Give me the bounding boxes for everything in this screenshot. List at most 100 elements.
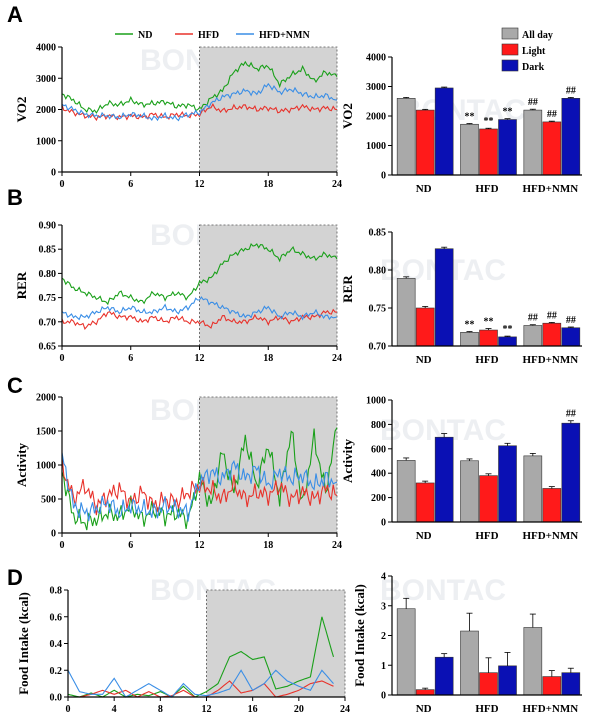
y-tick-label: 800: [371, 420, 386, 431]
series-line-hfd-nmn: [67, 669, 334, 698]
x-tick-label: 24: [340, 704, 350, 714]
bar-all-day: [460, 123, 479, 176]
bar-light: [479, 475, 498, 523]
y-tick-label: 1000: [366, 396, 386, 407]
bar-all-day: [396, 608, 416, 696]
bar-dark: [434, 87, 454, 176]
significance-mark: **: [465, 112, 475, 123]
category-label: ND: [416, 703, 432, 714]
bar-dark: [561, 98, 581, 176]
bar-dark: [498, 119, 517, 176]
series-line-hfd-nmn: [61, 452, 338, 522]
bar-dark: [498, 445, 517, 523]
significance-mark: **: [503, 107, 513, 118]
dark-phase-shading: [199, 224, 338, 347]
y-axis-label: RER: [340, 275, 355, 303]
significance-mark: **: [484, 317, 494, 328]
y-tick-label: 3000: [366, 82, 386, 93]
y-tick-label: 500: [41, 495, 56, 506]
bar-light: [415, 689, 435, 696]
watermark-text: BONTAC: [380, 574, 506, 607]
bar-light: [415, 307, 435, 347]
x-tick-label: 0: [66, 704, 71, 714]
legend-swatch: [501, 27, 519, 40]
y-tick-label: 4000: [366, 53, 386, 64]
y-tick-label: 0.70: [369, 342, 387, 353]
bar-all-day: [460, 332, 479, 347]
y-tick-label: 0.80: [369, 266, 387, 277]
y-axis-label: Activity: [340, 438, 355, 483]
bar-legend: All day Light Dark: [501, 27, 553, 73]
x-tick-label: 18: [263, 353, 273, 364]
significance-mark: ##: [566, 315, 576, 326]
category-label: ND: [416, 354, 432, 366]
bar-chart-D-bar: ND HFD HFD+NMN 0 1 2 3 4 Food Intake (kcal): [352, 572, 582, 714]
bar-dark: [498, 665, 517, 696]
y-tick-label: 3000: [36, 74, 56, 85]
y-tick-label: 0.70: [39, 317, 57, 328]
y-tick-label: 0.2: [50, 666, 63, 677]
y-tick-label: 1000: [36, 461, 56, 472]
y-tick-label: 2: [381, 631, 386, 642]
y-tick-label: 0.65: [39, 342, 57, 353]
x-tick-label: 8: [158, 704, 163, 714]
series-line-hfd-nmn: [61, 82, 338, 122]
x-tick-label: 0: [60, 353, 65, 364]
significance-mark: **: [503, 324, 513, 335]
bar-all-day: [460, 460, 479, 523]
dark-phase-shading: [199, 396, 338, 534]
category-label: ND: [416, 530, 432, 542]
bar-dark: [561, 327, 581, 347]
y-tick-label: 4: [381, 572, 386, 583]
y-tick-label: 0: [51, 529, 56, 540]
series-line-hfd: [61, 308, 337, 330]
significance-mark: ##: [528, 97, 538, 108]
bar-all-day: [523, 109, 543, 176]
category-label: HFD+NMN: [522, 354, 578, 366]
legend-label: ND: [138, 30, 152, 41]
category-label: HFD: [475, 183, 498, 195]
bar-dark: [434, 248, 454, 347]
bar-all-day: [523, 325, 543, 347]
bar-dark: [434, 436, 454, 523]
y-tick-label: 0.90: [39, 221, 57, 232]
y-axis-label: RER: [14, 271, 29, 299]
category-label: HFD+NMN: [522, 530, 578, 542]
significance-mark: ##: [528, 313, 538, 324]
x-tick-label: 12: [202, 704, 212, 714]
category-label: HFD+NMN: [522, 703, 578, 714]
bar-all-day: [396, 460, 416, 523]
y-tick-label: 0.80: [39, 269, 57, 280]
x-tick-label: 0: [60, 179, 65, 190]
bar-light: [415, 482, 435, 523]
bar-dark: [561, 422, 581, 523]
panel-letter-a: A: [7, 2, 23, 27]
y-axis-label: Activity: [14, 442, 29, 487]
y-tick-label: 0.85: [39, 245, 57, 256]
legend-swatch: [501, 43, 519, 56]
panel-letter-d: D: [7, 565, 23, 590]
y-tick-label: 0: [381, 691, 386, 702]
y-tick-label: 0.85: [369, 228, 387, 239]
y-tick-label: 2000: [36, 393, 56, 404]
y-axis-label: Food Intake (kcal): [352, 584, 367, 687]
legend-label: Light: [522, 46, 546, 57]
y-tick-label: 4000: [36, 43, 56, 54]
top-legend: ND HFD HFD+NMN: [115, 30, 310, 41]
line-chart-D-line: 0 4 8 12 16 20 24 0.0 0.2 0.4 0.6 0.8 Food Intake (k…: [16, 586, 350, 714]
series-line-nd: [61, 427, 338, 531]
y-axis-label: Food Intake (kcal): [16, 592, 31, 695]
y-tick-label: 0.8: [50, 586, 63, 597]
x-tick-label: 12: [195, 540, 205, 551]
x-tick-label: 0: [60, 540, 65, 551]
y-tick-label: 1500: [36, 427, 56, 438]
y-tick-label: 0.75: [369, 304, 387, 315]
y-tick-label: 0.75: [39, 293, 57, 304]
x-tick-label: 12: [195, 353, 205, 364]
y-tick-label: 0: [51, 168, 56, 179]
significance-mark: ##: [566, 85, 576, 96]
legend-label: HFD+NMN: [259, 30, 310, 41]
bar-dark: [498, 336, 517, 347]
bar-all-day: [523, 627, 543, 696]
